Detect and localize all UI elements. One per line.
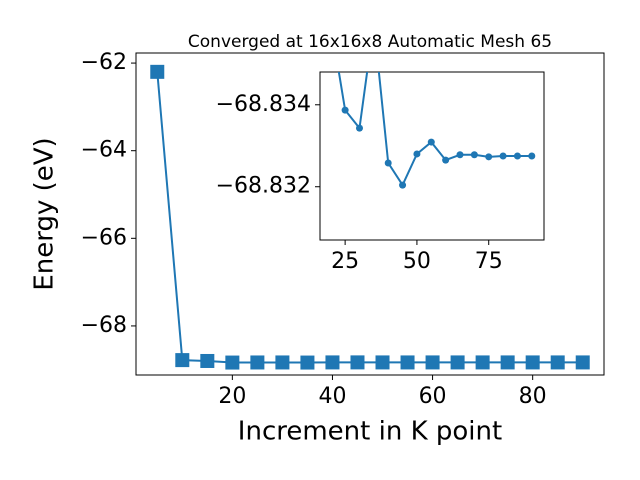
plot-content [327,19,536,189]
x-tick-label: 50 [403,249,431,274]
y-tick-label: −68 [81,313,127,338]
marker [225,355,240,370]
x-tick-label: 75 [475,249,503,274]
chart-title: Converged at 16x16x8 Automatic Mesh 65 [188,32,552,52]
marker [341,106,349,114]
marker [550,355,565,370]
marker [150,64,165,79]
x-tick-label: 20 [218,384,246,409]
marker [300,355,315,370]
y-tick-label: −68.834 [216,92,311,117]
marker [525,355,540,370]
y-tick-label: −66 [81,225,127,250]
marker [175,353,190,368]
x-tick-label: 40 [318,384,346,409]
marker [355,124,363,132]
marker [275,355,290,370]
marker [456,151,464,159]
plot-content [150,64,590,370]
x-tick-label: 60 [419,384,447,409]
x-tick-label: 80 [519,384,547,409]
marker [399,181,407,189]
y-tick-label: −68.832 [216,174,311,199]
marker [350,355,365,370]
y-tick-label: −64 [81,138,127,163]
marker [413,150,421,158]
marker [425,355,440,370]
marker [500,355,515,370]
marker [200,353,215,368]
marker [427,138,435,146]
marker [250,355,265,370]
marker [475,355,490,370]
marker [325,355,340,370]
y-tick-label: −62 [81,50,127,75]
marker [442,156,450,164]
x-tick-label: 25 [331,249,359,274]
marker [327,19,334,26]
marker [370,19,377,26]
marker [499,152,507,160]
marker [513,152,521,160]
marker [575,355,590,370]
y-axis-label: Energy (eV) [30,137,60,290]
marker [528,152,536,160]
marker [450,355,465,370]
marker [400,355,415,370]
marker [384,159,392,167]
x-axis-label: Increment in K point [238,417,502,447]
marker [470,151,478,159]
marker [485,153,493,161]
marker [375,355,390,370]
